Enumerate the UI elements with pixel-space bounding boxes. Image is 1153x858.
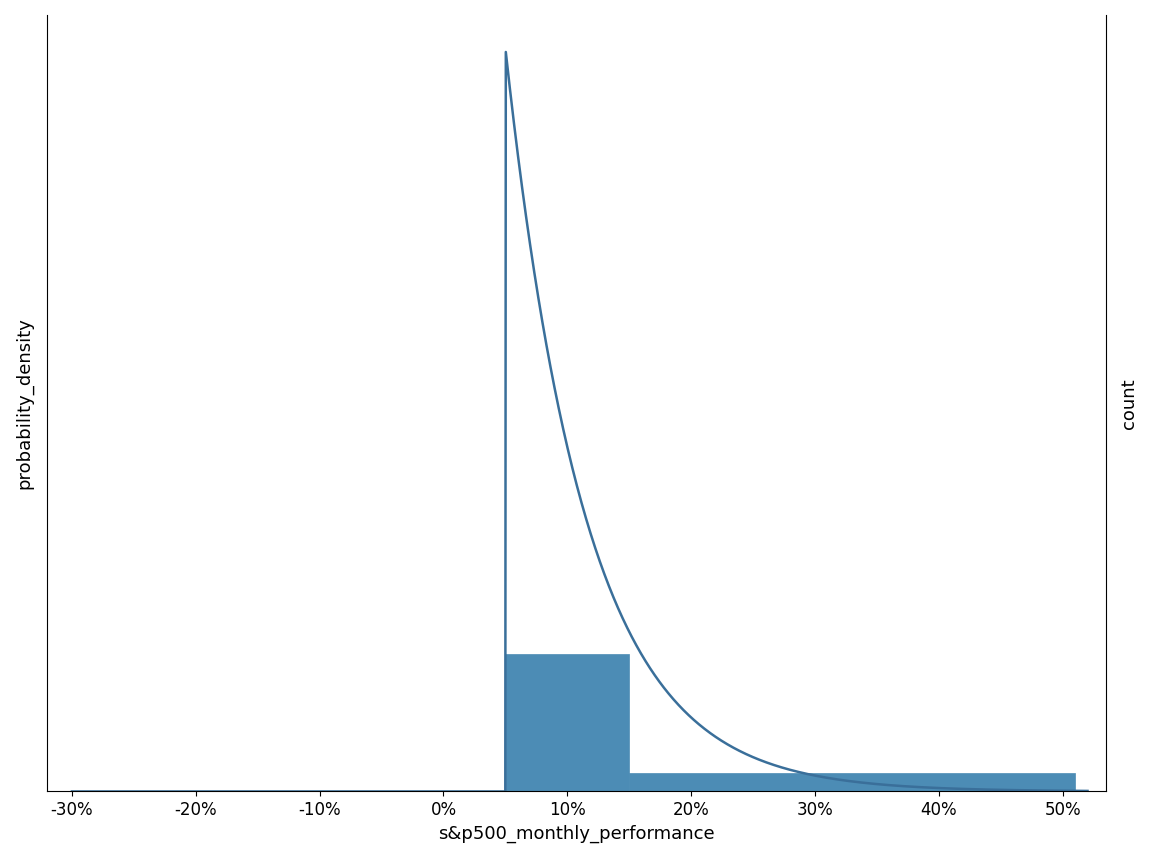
Bar (630, 773, 1075, 791)
Y-axis label: count: count (1120, 378, 1138, 428)
Y-axis label: probability_density: probability_density (15, 317, 33, 489)
X-axis label: s&p500_monthly_performance: s&p500_monthly_performance (438, 825, 715, 843)
Bar (505, 654, 630, 791)
